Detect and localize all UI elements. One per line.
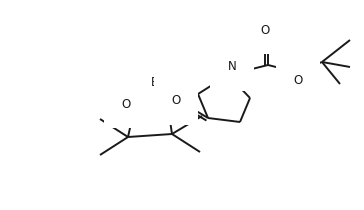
- Text: B: B: [151, 76, 159, 88]
- Text: O: O: [171, 94, 181, 108]
- Text: N: N: [228, 60, 236, 74]
- Text: O: O: [260, 24, 270, 37]
- Text: O: O: [121, 97, 131, 110]
- Text: O: O: [293, 74, 302, 87]
